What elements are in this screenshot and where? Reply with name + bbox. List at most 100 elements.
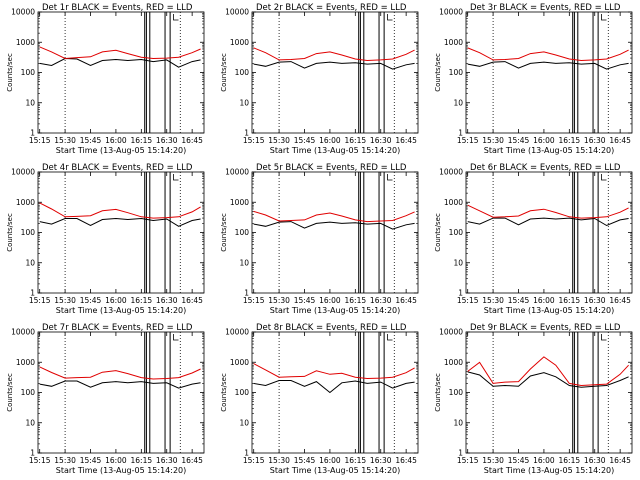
x-tick-label: 15:15 bbox=[29, 296, 51, 305]
series-line-events bbox=[39, 57, 201, 68]
y-axis-label: Counts/sec bbox=[220, 373, 228, 412]
y-tick-label: 1000 bbox=[16, 358, 35, 367]
y-tick-label: 100 bbox=[449, 228, 464, 237]
panel-4: Det 4r BLACK = Events, RED = LLD 1 10 100 10… bbox=[6, 163, 205, 315]
x-tick-label: 15:30 bbox=[54, 136, 76, 145]
y-tick-label: 10000 bbox=[439, 328, 463, 337]
x-tick-label: 16:00 bbox=[319, 456, 341, 465]
plot-frame bbox=[251, 171, 419, 294]
y-tick-label: 10 bbox=[453, 98, 463, 107]
y-tick-label: 1000 bbox=[444, 358, 463, 367]
y-axis-label: Counts/sec bbox=[434, 373, 442, 412]
x-tick-label: 15:30 bbox=[268, 456, 290, 465]
x-tick-label: 16:00 bbox=[319, 296, 341, 305]
x-axis-label: Start Time (13-Aug-05 15:14:20) bbox=[484, 146, 615, 155]
y-tick-label: 1 bbox=[244, 289, 249, 298]
time-bracket bbox=[173, 334, 179, 341]
y-tick-label: 1 bbox=[244, 449, 249, 458]
panel-7: Det 7r BLACK = Events, RED = LLD 1 10 100 10… bbox=[6, 323, 205, 475]
x-tick-label: 16:30 bbox=[370, 456, 392, 465]
time-bracket bbox=[601, 334, 607, 341]
x-tick-label: 16:15 bbox=[345, 136, 367, 145]
panel-title: Det 7r BLACK = Events, RED = LLD bbox=[42, 323, 193, 333]
x-axis-label: Start Time (13-Aug-05 15:14:20) bbox=[270, 306, 401, 315]
y-tick-label: 100 bbox=[21, 388, 36, 397]
series-line-events bbox=[39, 217, 201, 227]
y-axis-label: Counts/sec bbox=[6, 53, 14, 92]
y-tick-label: 10 bbox=[25, 258, 35, 267]
plot-frame bbox=[465, 331, 633, 454]
plot-frame bbox=[465, 11, 633, 134]
x-tick-label: 16:30 bbox=[584, 296, 606, 305]
y-tick-label: 1000 bbox=[230, 198, 249, 207]
x-tick-label: 16:00 bbox=[533, 296, 555, 305]
series-line-events bbox=[39, 380, 201, 389]
panel-5: Det 5r BLACK = Events, RED = LLD 1 10 100 10… bbox=[220, 163, 419, 315]
y-tick-label: 100 bbox=[235, 68, 250, 77]
series-line-lld bbox=[253, 47, 415, 62]
y-tick-label: 1 bbox=[30, 289, 35, 298]
x-tick-label: 16:45 bbox=[609, 456, 631, 465]
x-tick-label: 16:45 bbox=[609, 136, 631, 145]
panel-6: Det 6r BLACK = Events, RED = LLD 1 10 100 10… bbox=[434, 163, 633, 315]
x-tick-label: 15:45 bbox=[80, 136, 102, 145]
x-tick-label: 16:15 bbox=[345, 296, 367, 305]
y-tick-label: 1 bbox=[244, 129, 249, 138]
y-tick-label: 1000 bbox=[230, 358, 249, 367]
y-tick-label: 10 bbox=[25, 418, 35, 427]
x-axis-label: Start Time (13-Aug-05 15:14:20) bbox=[484, 466, 615, 475]
x-tick-label: 15:15 bbox=[243, 456, 265, 465]
x-tick-label: 16:45 bbox=[395, 456, 417, 465]
y-tick-label: 10 bbox=[239, 418, 249, 427]
series-line-lld bbox=[467, 204, 629, 219]
time-bracket bbox=[173, 174, 179, 181]
y-axis-label: Counts/sec bbox=[434, 53, 442, 92]
x-tick-label: 15:15 bbox=[29, 456, 51, 465]
y-tick-label: 10000 bbox=[439, 168, 463, 177]
panel-title: Det 3r BLACK = Events, RED = LLD bbox=[470, 3, 621, 13]
x-axis-label: Start Time (13-Aug-05 15:14:20) bbox=[270, 466, 401, 475]
x-tick-label: 15:45 bbox=[508, 296, 530, 305]
y-tick-label: 10 bbox=[25, 98, 35, 107]
series-line-lld bbox=[467, 47, 629, 62]
series-line-lld bbox=[253, 210, 415, 223]
x-tick-label: 16:30 bbox=[156, 136, 178, 145]
x-tick-label: 16:45 bbox=[181, 296, 203, 305]
y-tick-label: 10000 bbox=[439, 8, 463, 17]
x-tick-label: 15:15 bbox=[243, 136, 265, 145]
x-tick-label: 16:45 bbox=[395, 136, 417, 145]
x-tick-label: 16:45 bbox=[181, 136, 203, 145]
y-tick-label: 100 bbox=[235, 228, 250, 237]
x-tick-label: 15:30 bbox=[54, 456, 76, 465]
time-bracket bbox=[601, 14, 607, 21]
series-line-events bbox=[467, 371, 629, 388]
x-tick-label: 16:00 bbox=[533, 456, 555, 465]
x-tick-label: 16:00 bbox=[319, 136, 341, 145]
x-tick-label: 15:15 bbox=[457, 296, 479, 305]
series-line-events bbox=[467, 61, 629, 70]
plot-frame bbox=[465, 171, 633, 294]
x-axis-label: Start Time (13-Aug-05 15:14:20) bbox=[56, 466, 187, 475]
series-line-lld bbox=[467, 356, 629, 387]
series-line-lld bbox=[39, 366, 201, 380]
x-tick-label: 16:30 bbox=[584, 456, 606, 465]
y-tick-label: 100 bbox=[21, 68, 36, 77]
series-line-events bbox=[253, 61, 415, 70]
y-tick-label: 10 bbox=[453, 418, 463, 427]
x-tick-label: 16:00 bbox=[105, 136, 127, 145]
x-tick-label: 15:45 bbox=[508, 456, 530, 465]
y-tick-label: 10000 bbox=[11, 168, 35, 177]
x-tick-label: 16:30 bbox=[370, 136, 392, 145]
y-axis-label: Counts/sec bbox=[220, 213, 228, 252]
x-axis-label: Start Time (13-Aug-05 15:14:20) bbox=[56, 306, 187, 315]
x-tick-label: 15:30 bbox=[268, 296, 290, 305]
y-tick-label: 10000 bbox=[11, 328, 35, 337]
x-tick-label: 15:30 bbox=[54, 296, 76, 305]
x-tick-label: 16:30 bbox=[156, 456, 178, 465]
y-axis-label: Counts/sec bbox=[434, 213, 442, 252]
time-bracket bbox=[387, 334, 393, 341]
x-tick-label: 15:45 bbox=[80, 296, 102, 305]
time-bracket bbox=[601, 174, 607, 181]
x-tick-label: 16:45 bbox=[395, 296, 417, 305]
